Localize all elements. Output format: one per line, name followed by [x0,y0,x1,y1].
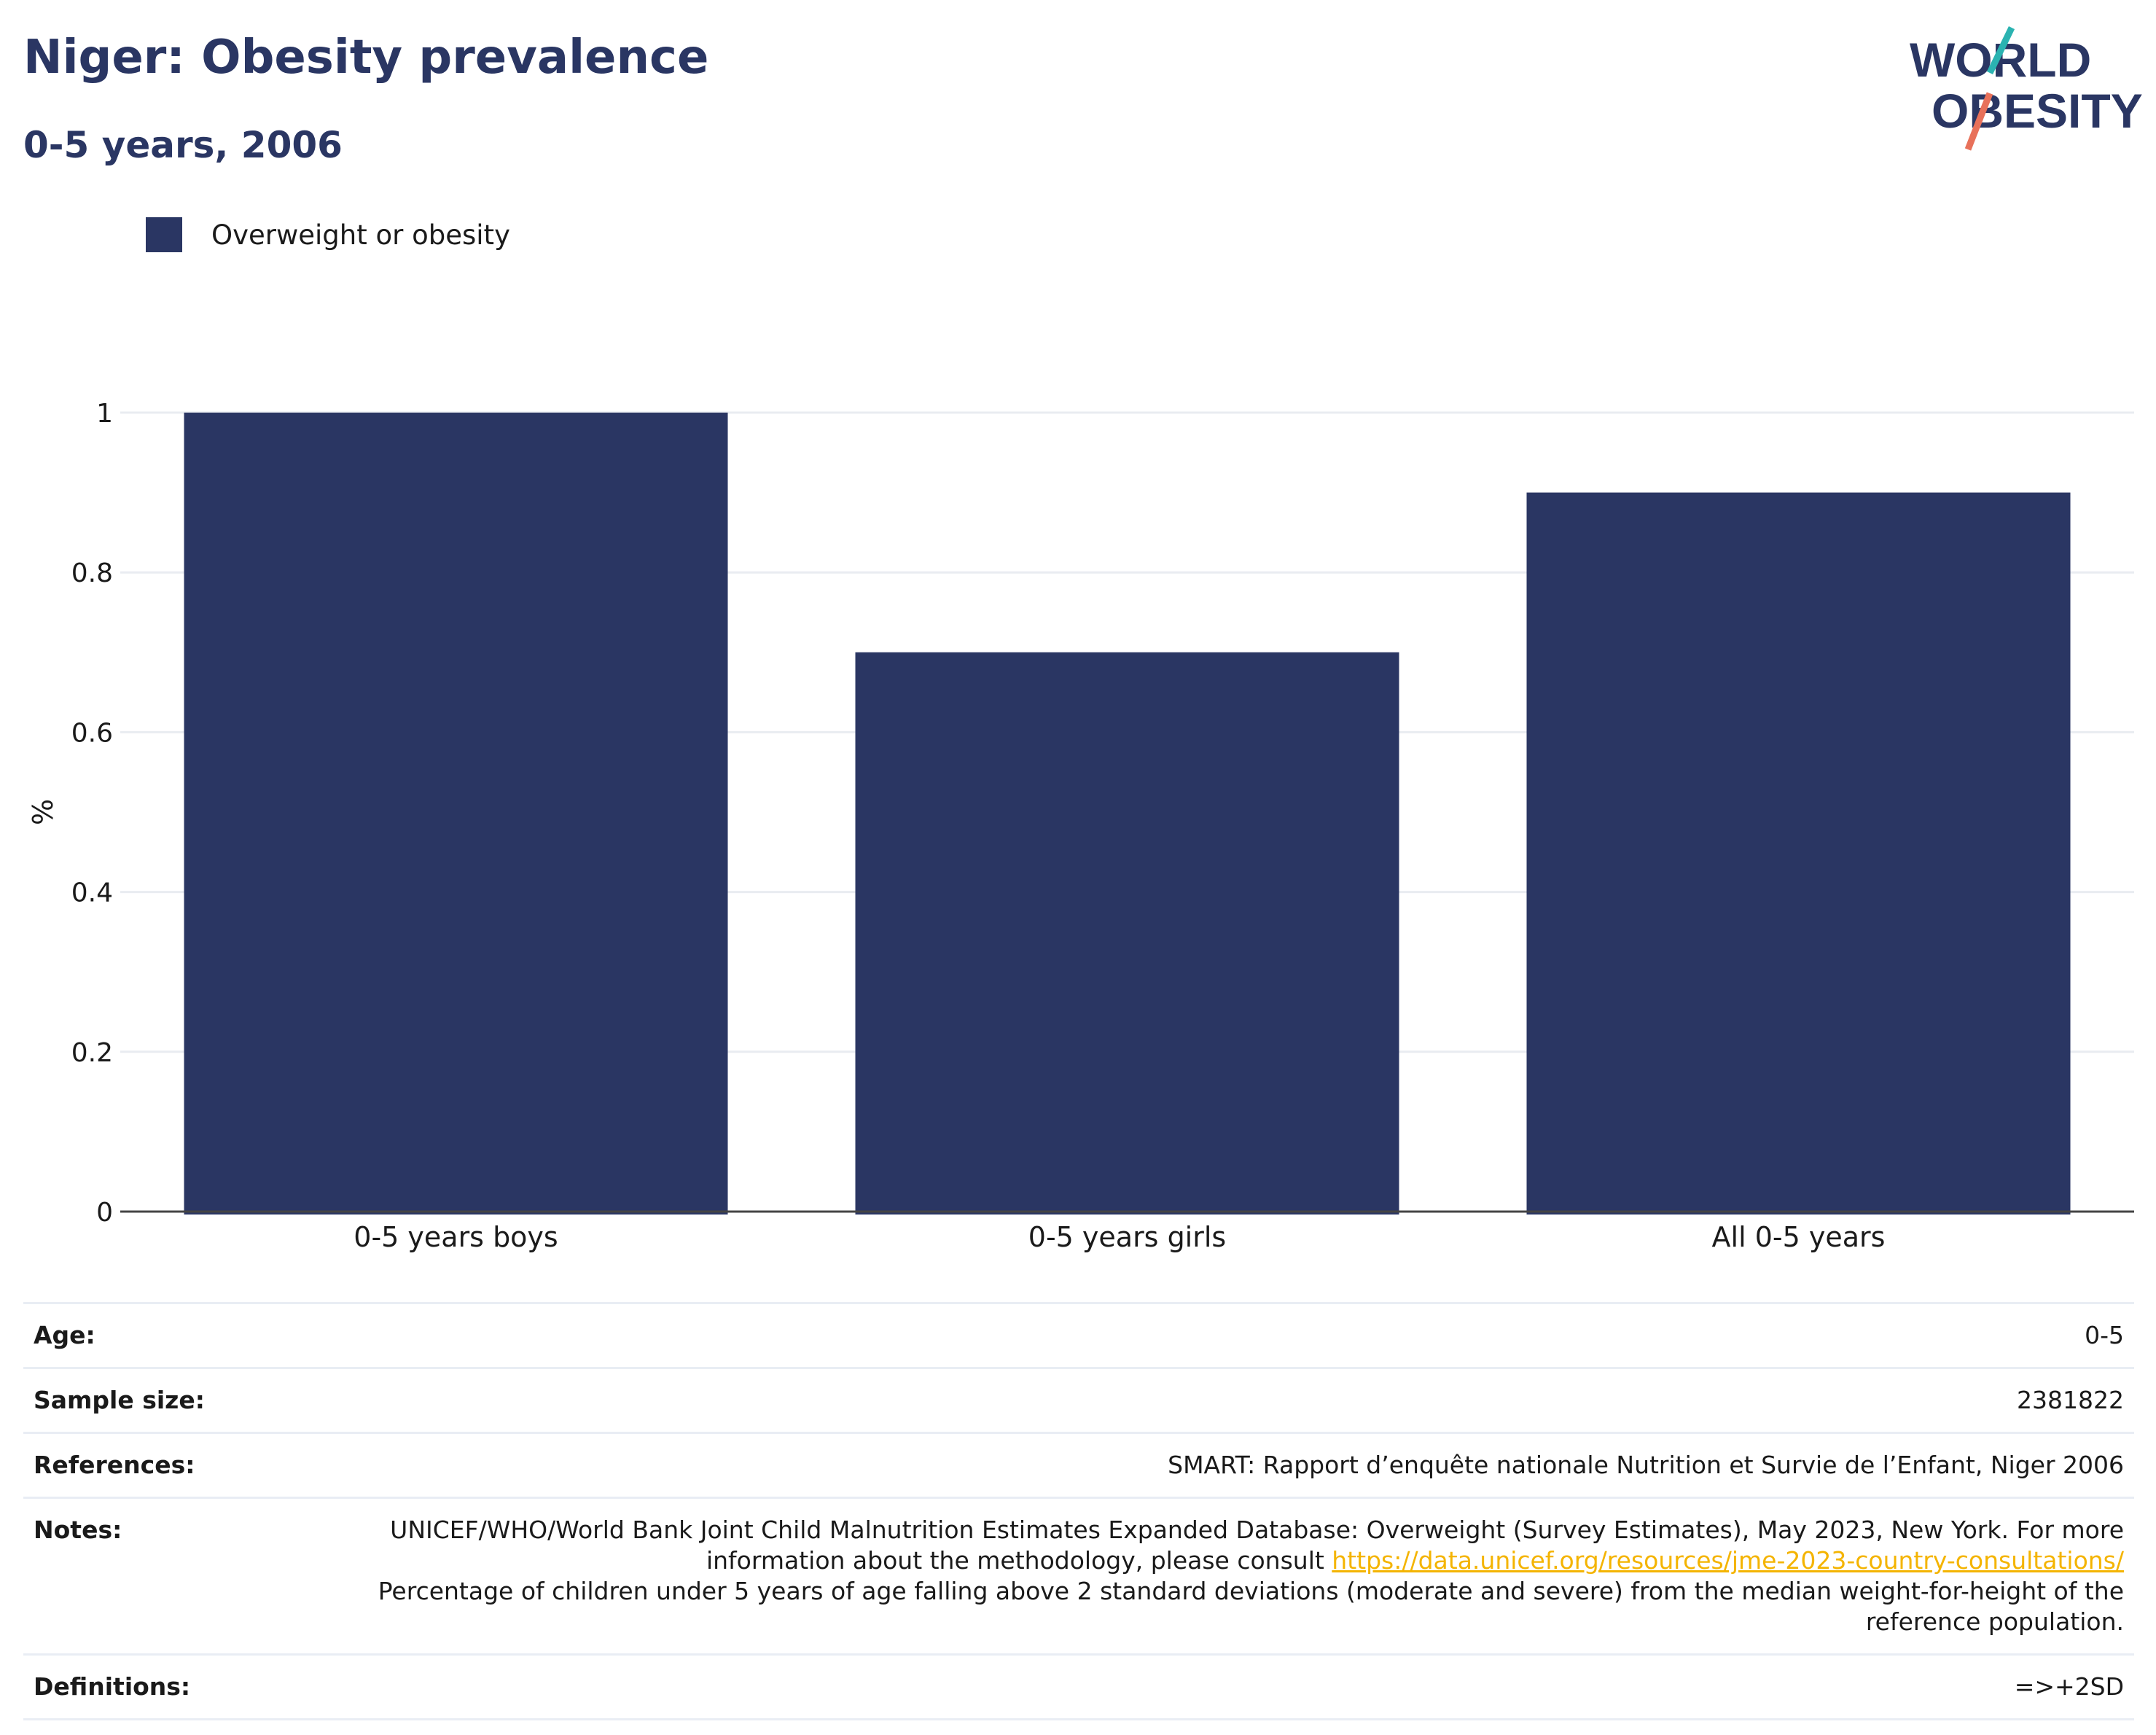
info-sample-label: Sample size: [23,1367,350,1434]
info-table: Age: 0-5 Sample size: 2381822 References… [23,1302,2134,1720]
notes-text-2: Percentage of children under 5 years of … [378,1577,2124,1636]
y-tick-label: 0.8 [71,558,113,588]
info-sample-value: 2381822 [350,1367,2134,1434]
y-tick-label: 0 [96,1198,113,1228]
chart-subtitle: 0-5 years, 2006 [23,124,343,166]
bar [1526,492,2071,1214]
info-definitions-label: Definitions: [23,1653,350,1720]
info-row-references: References: SMART: Rapport d’enquête nat… [23,1432,2134,1499]
info-age-value: 0-5 [350,1302,2134,1369]
info-references-label: References: [23,1432,350,1499]
info-row-definitions: Definitions: =>+2SD [23,1653,2134,1720]
world-obesity-logo: WORLD OBESITY [1910,26,2143,151]
x-tick-label: 0-5 years boys [354,1221,558,1253]
legend-label: Overweight or obesity [211,219,510,251]
y-axis-label: % [27,799,59,825]
bar [855,652,1399,1214]
logo-line-2: OBESITY [1932,84,2143,138]
x-tick-label: 0-5 years girls [1028,1221,1226,1253]
info-row-sample-size: Sample size: 2381822 [23,1367,2134,1434]
logo-line-1: WORLD [1910,33,2091,87]
info-references-value: SMART: Rapport d’enquête nationale Nutri… [350,1432,2134,1499]
info-notes-value: UNICEF/WHO/World Bank Joint Child Malnut… [350,1497,2134,1656]
info-age-label: Age: [23,1302,350,1369]
logo-slash-coral [1964,92,1993,151]
info-notes-label: Notes: [23,1497,350,1656]
bar-chart: 0 0.2 0.4 0.6 0.8 1% 0-5 years boys 0-5 years g… [27,399,2134,1253]
x-tick-label: All 0-5 years [1712,1221,1886,1253]
logo-slash-teal [1986,26,2015,74]
info-row-notes: Notes: UNICEF/WHO/World Bank Joint Child… [23,1497,2134,1656]
notes-text-1: UNICEF/WHO/World Bank Joint Child Malnut… [390,1516,2124,1575]
info-row-age: Age: 0-5 [23,1302,2134,1369]
chart-legend[interactable]: Overweight or obesity [146,217,510,252]
y-tick-label: 0.6 [71,718,113,748]
chart-title: Niger: Obesity prevalence [23,31,709,85]
y-tick-label: 0.2 [71,1038,113,1068]
notes-link[interactable]: https://data.unicef.org/resources/jme-20… [1332,1546,2124,1575]
info-definitions-value: =>+2SD [350,1653,2134,1720]
y-tick-label: 0.4 [71,878,113,908]
legend-swatch [146,217,182,252]
y-tick-label: 1 [96,399,113,429]
bar [184,413,728,1214]
